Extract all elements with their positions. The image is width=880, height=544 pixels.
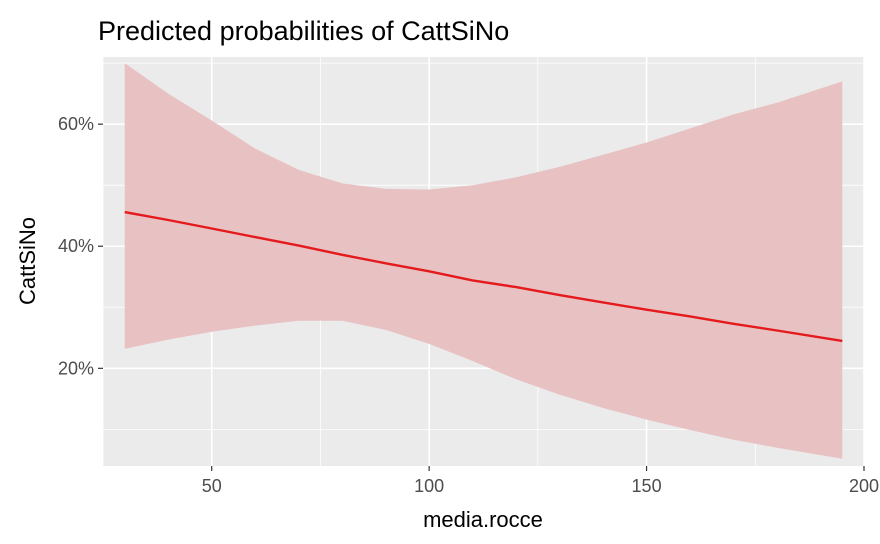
confidence-ribbon (124, 63, 843, 459)
y-tick-label: 40% (58, 236, 94, 256)
x-tick-label: 50 (202, 476, 222, 496)
x-axis: 50 100 150 200 (202, 466, 879, 496)
prediction-line (124, 210, 843, 343)
x-axis-title: media.rocce (423, 507, 543, 532)
x-tick-label: 150 (632, 476, 662, 496)
y-tick-label: 20% (58, 358, 94, 378)
x-tick-label: 100 (414, 476, 444, 496)
series-line (124, 210, 843, 343)
y-tick-label: 60% (58, 114, 94, 134)
x-tick-label: 200 (849, 476, 879, 496)
confidence-band (124, 63, 843, 459)
y-axis: 20% 40% 60% (58, 114, 103, 378)
chart-title: Predicted probabilities of CattSiNo (98, 16, 509, 46)
y-axis-title: CattSiNo (15, 217, 40, 305)
